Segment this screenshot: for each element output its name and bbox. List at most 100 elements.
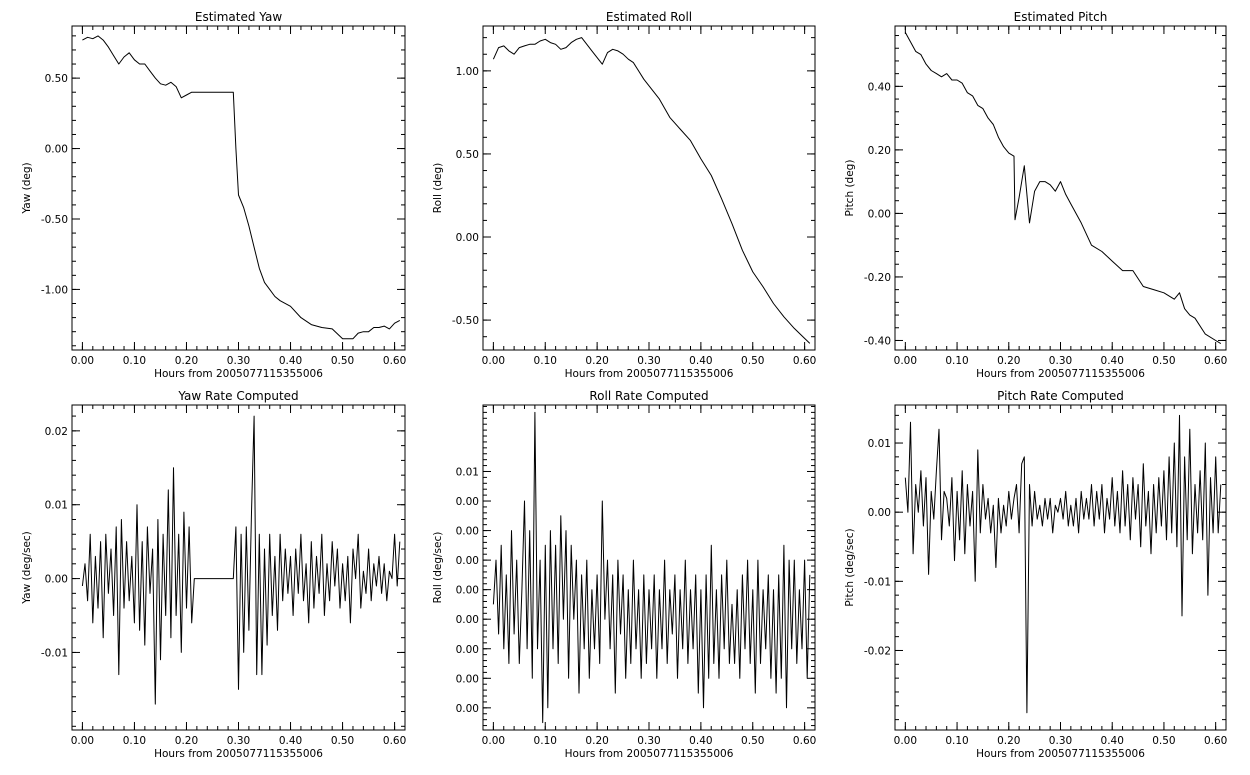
y-tick-label: -0.50 [41,214,68,226]
x-tick-label: 0.00 [71,355,94,367]
y-tick-label: 0.50 [45,73,68,85]
x-tick-label: 0.60 [383,355,406,367]
x-tick-label: 0.50 [1152,355,1175,367]
x-tick-label: 0.20 [997,355,1020,367]
x-tick-label: 0.20 [585,735,608,747]
y-tick-label: 0.00 [456,644,479,656]
chart-panel-3: Estimated Pitch Hours from 20050771153550… [844,10,1227,380]
x-axis-label: Hours from 2005077115355006 [565,368,734,380]
y-tick-label: 0.00 [456,703,479,715]
y-tick-label: 0.00 [456,555,479,567]
x-tick-label: 0.50 [741,735,764,747]
chart-title: Yaw Rate Computed [177,389,298,403]
y-tick-label: 1.00 [456,66,479,78]
x-tick-label: 0.60 [1204,735,1227,747]
x-tick-label: 0.30 [227,355,250,367]
x-tick-label: 0.10 [945,355,968,367]
x-tick-label: 0.40 [279,355,302,367]
chart-panel-6: Pitch Rate Computed Hours from 2005077115… [844,389,1227,760]
y-axis-label: Pitch (deg) [844,160,856,217]
y-axis-label: Roll (deg) [432,163,444,213]
series-line-1 [492,411,811,724]
y-tick-label: -1.00 [41,284,68,296]
y-axis-label: Pitch (deg/sec) [844,528,856,606]
chart-panel-5: Roll Rate Computed Hours from 20050771153… [432,389,816,760]
x-tick-label: 0.10 [123,735,146,747]
x-tick-label: 0.00 [71,735,94,747]
y-tick-label: -0.40 [864,335,891,347]
x-tick-label: 0.00 [894,355,917,367]
chart-title: Pitch Rate Computed [997,389,1124,403]
x-tick-label: 0.20 [997,735,1020,747]
series-line-1 [82,35,401,340]
y-tick-label: 0.01 [868,438,891,450]
x-axis-label: Hours from 2005077115355006 [154,368,323,380]
plot-frame [482,25,816,351]
y-tick-label: 0.01 [456,466,479,478]
plot-frame [894,404,1227,731]
x-axis-label: Hours from 2005077115355006 [976,748,1145,760]
y-tick-label: 0.50 [456,149,479,161]
x-tick-label: 0.00 [894,735,917,747]
x-tick-label: 0.60 [793,355,816,367]
chart-panel-4: Yaw Rate Computed Hours from 200507711535… [21,389,406,760]
y-tick-label: 0.00 [868,507,891,519]
y-tick-label: -0.02 [864,645,891,657]
y-axis-label: Yaw (deg/sec) [21,531,33,605]
series-line-1 [904,32,1222,345]
x-tick-label: 0.00 [482,735,505,747]
x-tick-label: 0.50 [1152,735,1175,747]
chart-panel-1: Estimated Yaw Hours from 2005077115355006… [21,10,406,380]
x-tick-label: 0.40 [689,355,712,367]
y-tick-label: 0.00 [456,526,479,538]
x-axis-label: Hours from 2005077115355006 [154,748,323,760]
x-tick-label: 0.40 [1101,355,1124,367]
y-tick-label: 0.00 [456,585,479,597]
y-axis-label: Roll (deg/sec) [432,532,444,604]
x-tick-label: 0.10 [534,735,557,747]
y-tick-label: -0.01 [41,647,68,659]
x-tick-label: 0.60 [793,735,816,747]
y-tick-label: -0.20 [864,272,891,284]
y-tick-label: 0.00 [456,232,479,244]
x-axis-label: Hours from 2005077115355006 [565,748,734,760]
chart-title: Roll Rate Computed [589,389,708,403]
y-tick-label: 0.02 [45,426,68,438]
chart-panel-2: Estimated Roll Hours from 200507711535500… [432,10,816,380]
x-tick-label: 0.40 [689,735,712,747]
plot-frame [482,404,816,731]
x-tick-label: 0.30 [637,735,660,747]
x-tick-label: 0.50 [331,735,354,747]
x-tick-label: 0.40 [279,735,302,747]
x-tick-label: 0.30 [227,735,250,747]
x-tick-label: 0.10 [534,355,557,367]
x-tick-label: 0.20 [585,355,608,367]
y-axis-label: Yaw (deg) [21,162,33,214]
x-tick-label: 0.30 [637,355,660,367]
y-tick-label: 0.20 [868,145,891,157]
x-tick-label: 0.50 [331,355,354,367]
x-tick-label: 0.10 [123,355,146,367]
y-tick-label: 0.00 [45,574,68,586]
y-tick-label: 0.01 [45,500,68,512]
x-tick-label: 0.10 [945,735,968,747]
y-tick-label: 0.00 [456,673,479,685]
y-tick-label: -0.50 [452,315,479,327]
x-axis-label: Hours from 2005077115355006 [976,368,1145,380]
x-tick-label: 0.60 [1204,355,1227,367]
y-tick-label: 0.00 [45,144,68,156]
y-tick-label: 0.00 [868,208,891,220]
x-tick-label: 0.30 [1049,735,1072,747]
y-tick-label: 0.00 [456,496,479,508]
chart-title: Estimated Yaw [195,10,282,24]
x-tick-label: 0.50 [741,355,764,367]
y-tick-label: 0.40 [868,81,891,93]
x-tick-label: 0.30 [1049,355,1072,367]
series-line-1 [492,37,811,344]
series-line-1 [904,414,1222,714]
y-tick-label: -0.01 [864,576,891,588]
x-tick-label: 0.60 [383,735,406,747]
y-tick-label: 0.00 [456,614,479,626]
x-tick-label: 0.00 [482,355,505,367]
